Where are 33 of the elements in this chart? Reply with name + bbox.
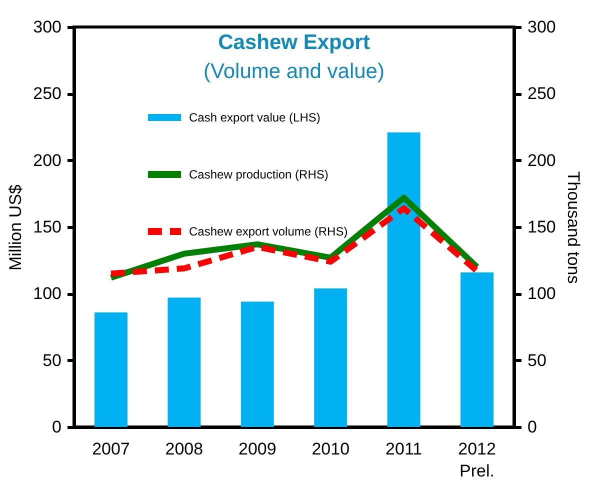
bar <box>460 272 494 427</box>
x-tick-label: 2008 <box>165 440 204 458</box>
y2-tick-label: 100 <box>528 284 556 304</box>
x-tick-label: 2007 <box>92 440 130 458</box>
y-tick-label: 0 <box>52 418 62 436</box>
y-tick-label: 200 <box>33 150 62 170</box>
y2-tick-label: 200 <box>528 150 556 170</box>
bar <box>168 298 201 427</box>
y2-axis-title: Thousand tons <box>564 171 583 284</box>
y2-tick-label: 0 <box>528 418 537 436</box>
bar <box>94 312 128 427</box>
y2-tick-label: 300 <box>528 18 556 36</box>
y-axis-title: Million US$ <box>6 184 26 270</box>
legend-label: Cashew export volume (RHS) <box>189 224 348 238</box>
bar <box>314 288 348 427</box>
y-tick-label: 50 <box>42 350 62 370</box>
x-tick-label: 2010 <box>312 440 350 458</box>
bar <box>387 132 420 427</box>
bar <box>240 302 274 427</box>
y-tick-label: 300 <box>33 18 62 36</box>
chart-title: Cashew Export <box>218 31 370 54</box>
y2-tick-label: 250 <box>528 84 556 104</box>
legend-label: Cash export value (LHS) <box>189 110 320 124</box>
x-tick-label: 2011 <box>386 440 422 458</box>
x-tick-label: 2009 <box>238 440 276 458</box>
y2-tick-label: 50 <box>528 350 546 370</box>
y2-tick-label: 150 <box>528 218 556 236</box>
x-tick-label: 2012 Prel. <box>458 440 496 480</box>
y-tick-label: 250 <box>33 84 62 104</box>
text: (Volume and value) <box>204 60 384 83</box>
y-tick-label: 150 <box>33 218 62 236</box>
legend-label: Cashew production (RHS) <box>189 168 328 182</box>
y-tick-label: 100 <box>33 284 62 304</box>
